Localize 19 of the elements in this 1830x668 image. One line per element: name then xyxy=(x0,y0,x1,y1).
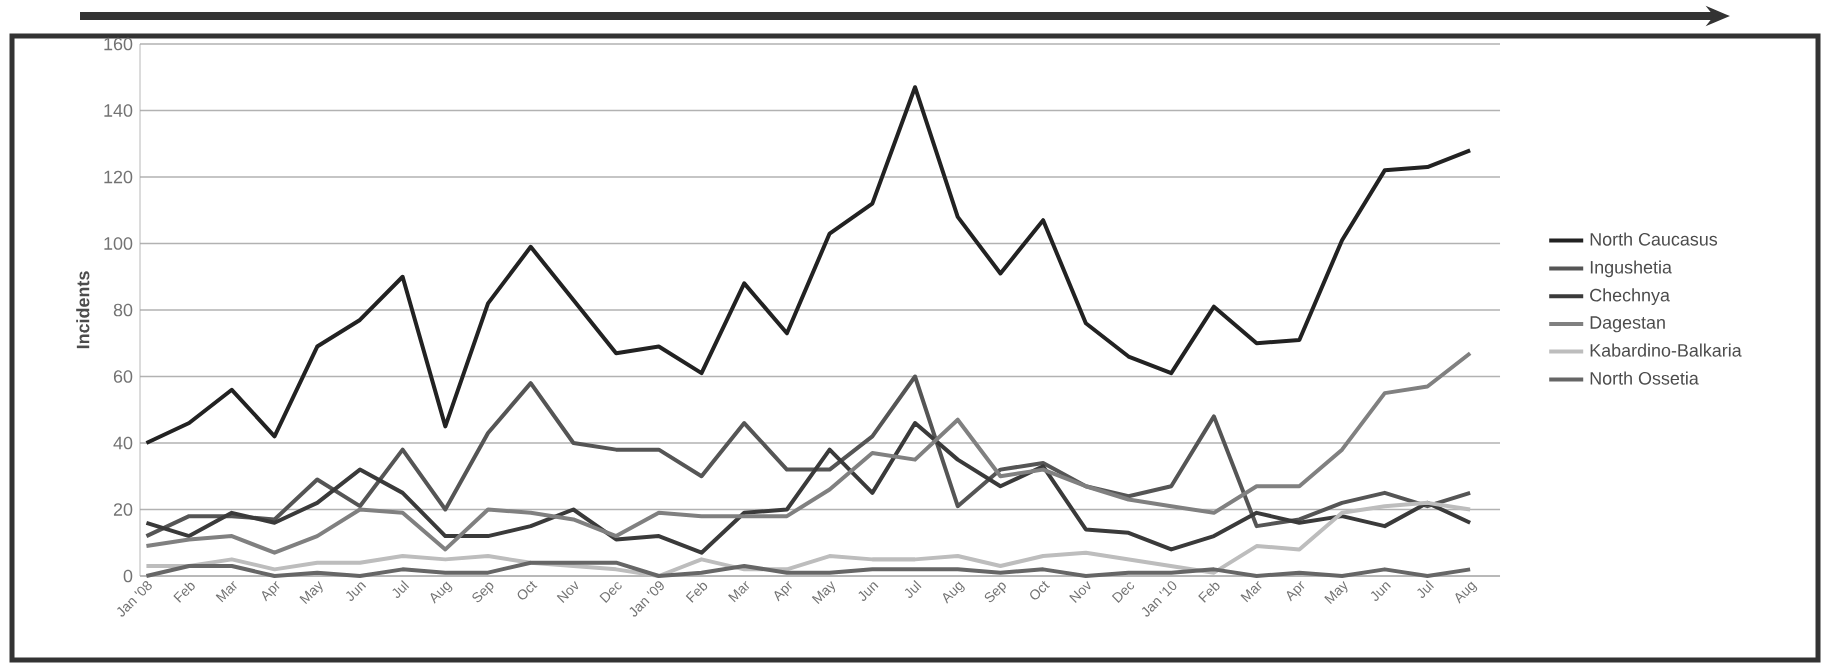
legend-label: Dagestan xyxy=(1590,316,1665,333)
y-axis-title: Incidents xyxy=(76,271,90,349)
y-tick-label: 60 xyxy=(113,370,133,383)
y-tick-label: 80 xyxy=(113,303,133,317)
line-series xyxy=(144,374,1473,539)
y-tick-label: 160 xyxy=(104,37,133,51)
y-tick-label: 100 xyxy=(104,237,133,250)
legend-label: Chechnya xyxy=(1590,288,1670,306)
legend-label: North Caucasus xyxy=(1590,232,1718,246)
line-series xyxy=(144,421,1473,555)
y-tick-label: 40 xyxy=(113,436,133,450)
y-tick-label: 120 xyxy=(104,170,133,184)
y-tick-label: 0 xyxy=(123,569,133,583)
legend-label: North Ossetia xyxy=(1590,371,1699,385)
line-series xyxy=(144,85,1473,445)
legend-label: Ingushetia xyxy=(1590,260,1672,278)
y-tick-label: 20 xyxy=(113,503,133,516)
legend-label: Kabardino-Balkaria xyxy=(1590,343,1742,357)
y-tick-label: 140 xyxy=(104,104,133,117)
